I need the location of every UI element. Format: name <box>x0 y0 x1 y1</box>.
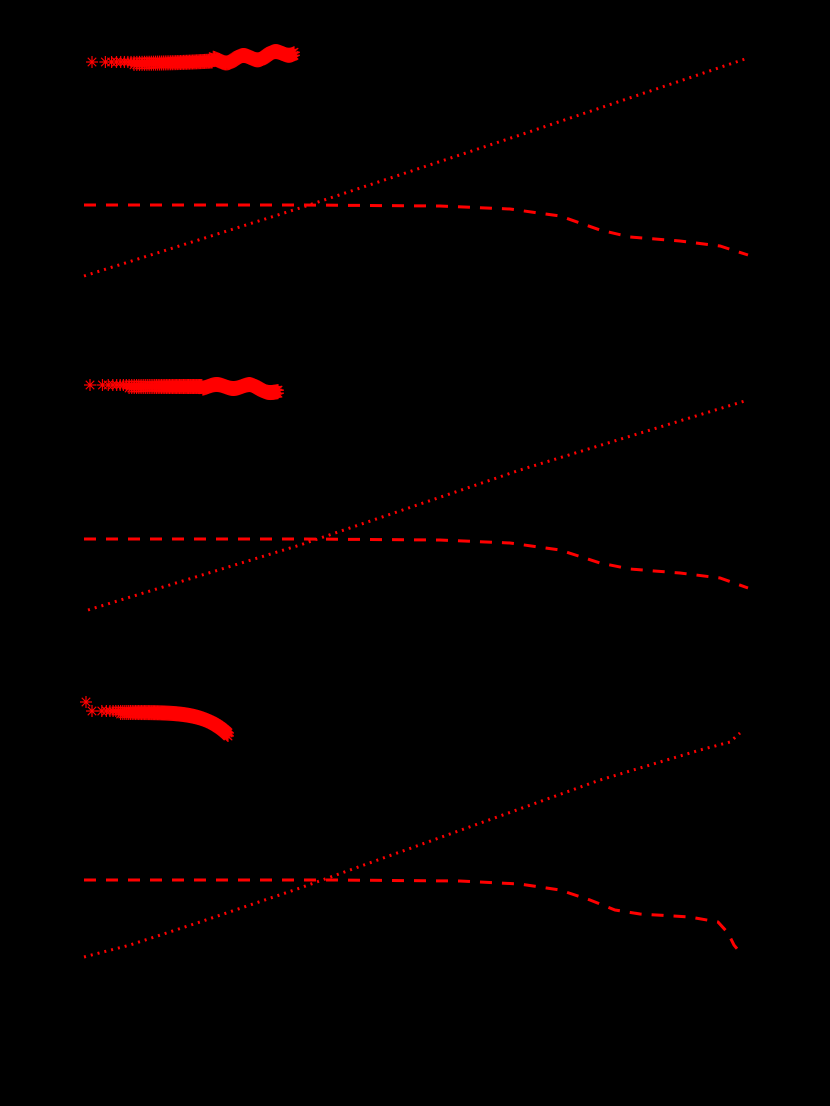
panel-2 <box>84 377 749 612</box>
dotted-line <box>87 398 749 612</box>
scatter-series <box>86 44 300 71</box>
dotted-line <box>83 731 742 959</box>
dashed-line <box>84 203 749 257</box>
dashed-line <box>84 878 742 952</box>
scatter-series <box>84 377 284 401</box>
scatter-series <box>80 696 234 742</box>
panel-1 <box>83 44 749 278</box>
dotted-line <box>83 56 749 278</box>
panel-3 <box>80 696 742 959</box>
dashed-line <box>84 537 749 590</box>
